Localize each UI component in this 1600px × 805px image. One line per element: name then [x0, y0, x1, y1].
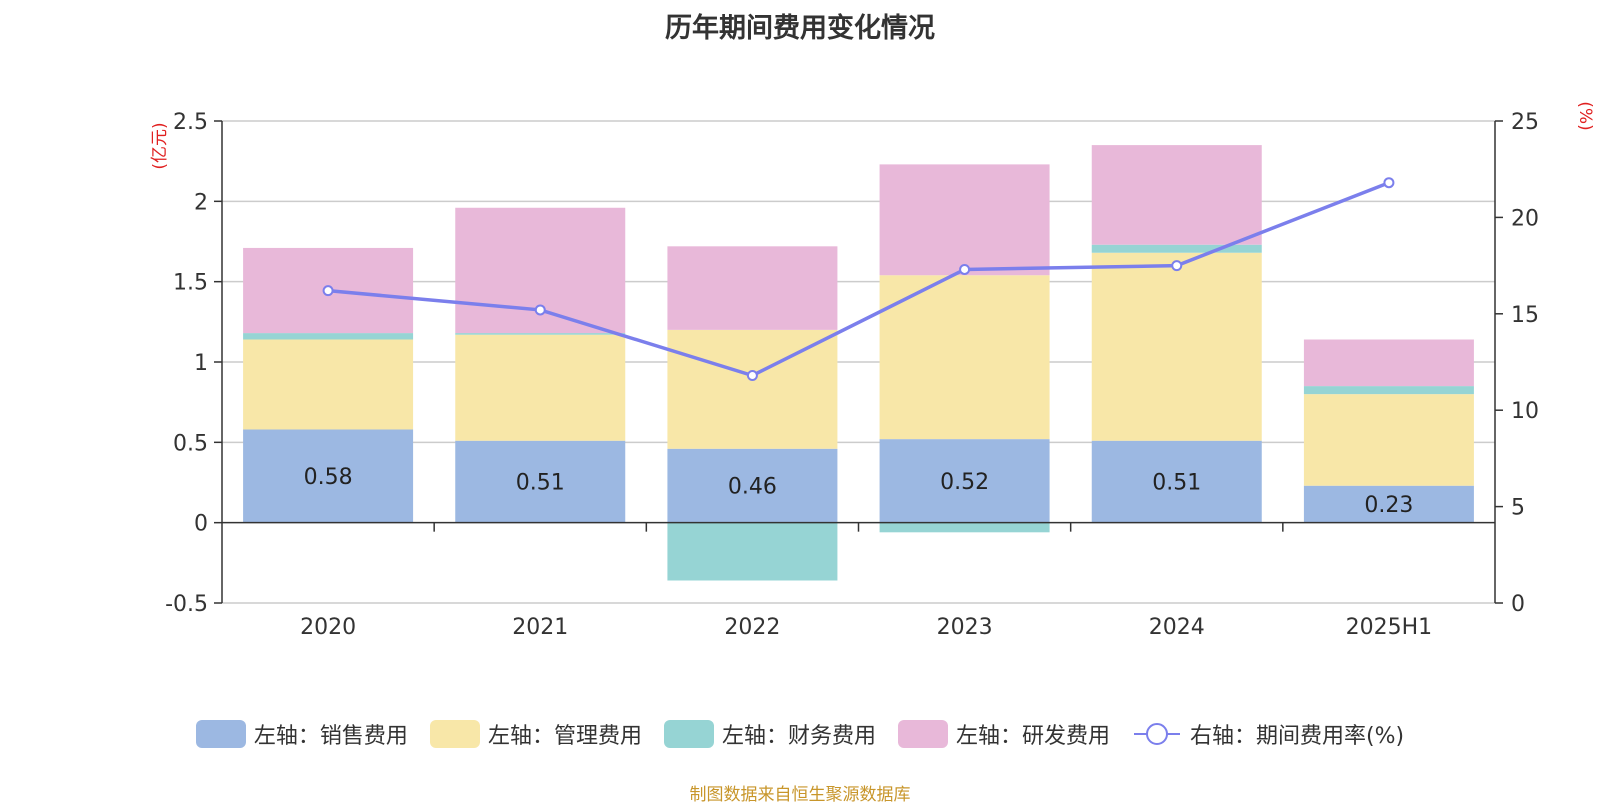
- legend-label: 右轴：期间费用率(%): [1189, 724, 1405, 749]
- rate-point: [1383, 177, 1395, 189]
- left-tick-label: -0.5: [165, 592, 208, 617]
- rate-point: [322, 285, 334, 297]
- bar: [1303, 485, 1474, 523]
- bar: [1091, 440, 1262, 523]
- bar: [1303, 394, 1474, 486]
- data-label: 0.58: [304, 465, 353, 490]
- legend-item[interactable]: 左轴：研发费用: [897, 718, 1110, 750]
- left-tick-label: 0.5: [173, 431, 208, 456]
- legend-item[interactable]: 左轴：管理费用: [429, 718, 642, 750]
- data-label: 0.51: [516, 471, 565, 496]
- bar: [1303, 339, 1474, 387]
- bar: [879, 275, 1050, 440]
- left-tick-label: 1: [194, 351, 208, 376]
- category-label: 2022: [724, 615, 780, 640]
- bar: [667, 522, 838, 581]
- legend-swatch: [195, 720, 246, 748]
- bar: [879, 164, 1050, 276]
- bar: [243, 333, 414, 340]
- legend: 左轴：销售费用 左轴：管理费用 左轴：财务费用 左轴：研发费用 右轴：期间费用率(%): [0, 718, 1600, 750]
- legend-swatch: [897, 720, 948, 748]
- rate-line-series: [322, 177, 1395, 381]
- rate-point: [534, 304, 546, 316]
- data-label: 0.52: [940, 470, 989, 495]
- bar: [455, 333, 626, 335]
- legend-swatch: [429, 720, 480, 748]
- category-label: 2023: [937, 615, 993, 640]
- legend-swatch: [663, 720, 714, 748]
- left-tick-label: 2: [194, 190, 208, 215]
- chart-title: 历年期间费用变化情况: [665, 13, 935, 44]
- legend-line-marker-icon: [1133, 723, 1180, 745]
- legend-item[interactable]: 左轴：销售费用: [195, 718, 408, 750]
- legend-label: 左轴：研发费用: [955, 724, 1110, 749]
- legend-label: 左轴：销售费用: [253, 724, 408, 749]
- category-label: 2021: [512, 615, 568, 640]
- bar: [879, 439, 1050, 523]
- rate-point: [1171, 260, 1183, 272]
- bar: [667, 448, 838, 523]
- source-note: 制图数据来自恒生聚源数据库: [689, 785, 911, 805]
- bar: [667, 246, 838, 330]
- legend-label: 左轴：财务费用: [721, 724, 876, 749]
- rate-point: [959, 263, 971, 275]
- bar: [455, 440, 626, 523]
- legend-item[interactable]: 左轴：财务费用: [663, 718, 876, 750]
- left-tick-label: 0: [194, 512, 208, 537]
- data-label: 0.46: [728, 475, 777, 500]
- rate-point: [746, 369, 758, 381]
- category-label: 2025H1: [1346, 615, 1433, 640]
- rate-line: [327, 181, 1390, 378]
- right-tick-label: 15: [1511, 303, 1539, 328]
- left-tick-label: 1.5: [173, 271, 208, 296]
- bar-series: [243, 145, 1474, 581]
- right-tick-label: 10: [1511, 399, 1539, 424]
- data-labels: 0.58 0.51 0.46 0.52 0.51 0.23: [304, 465, 1414, 518]
- category-label: 2020: [300, 615, 356, 640]
- right-tick-label: 20: [1511, 206, 1539, 231]
- bar: [1091, 244, 1262, 253]
- left-axis-unit: (亿元): [150, 122, 170, 169]
- bar: [1091, 145, 1262, 245]
- bar: [1091, 252, 1262, 441]
- data-label: 0.23: [1364, 493, 1413, 518]
- bar: [1303, 386, 1474, 395]
- legend-item[interactable]: 右轴：期间费用率(%): [1132, 718, 1404, 750]
- grid-lines: [222, 120, 1495, 604]
- data-label: 0.51: [1152, 471, 1201, 496]
- bar: [667, 329, 838, 449]
- bar: [455, 334, 626, 441]
- right-tick-label: 25: [1511, 110, 1539, 135]
- bar: [243, 429, 414, 523]
- bar: [243, 339, 414, 430]
- bar: [879, 522, 1050, 533]
- category-label: 2024: [1149, 615, 1205, 640]
- left-tick-label: 2.5: [173, 110, 208, 135]
- right-tick-label: 0: [1511, 592, 1525, 617]
- right-axis-unit: (%): [1575, 101, 1595, 130]
- legend-label: 左轴：管理费用: [487, 724, 642, 749]
- right-tick-label: 5: [1511, 496, 1525, 521]
